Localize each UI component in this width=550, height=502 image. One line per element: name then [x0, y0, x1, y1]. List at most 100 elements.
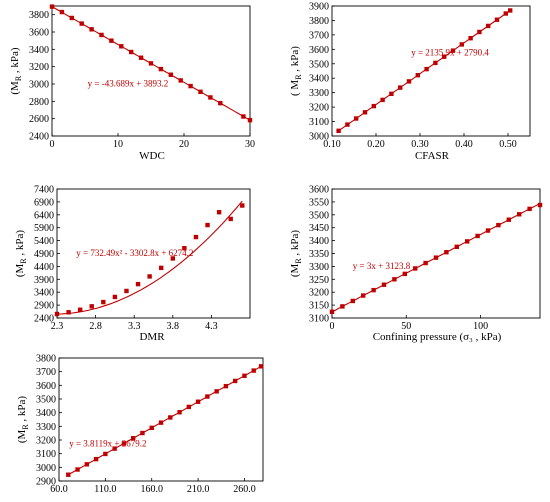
y-tick-label: 3700	[309, 30, 329, 41]
y-tick-label: 3100	[309, 117, 329, 128]
data-point	[149, 425, 154, 431]
x-tick-label: 210.0	[187, 484, 210, 495]
chart-panel-2: 3000 3100 3200 3300 3400 3500 3600 3700 3800 3900…	[289, 2, 531, 162]
data-point	[468, 36, 473, 41]
y-tick-label: 3250	[309, 275, 329, 286]
y-tick-label: 4400	[34, 262, 54, 273]
y-tick-label: 3000	[36, 463, 56, 474]
y-axis-label-text: , kPa)	[289, 230, 301, 259]
data-point	[188, 83, 193, 89]
y-axis-label-subscript: R	[14, 75, 23, 81]
y-tick-label: 6400	[34, 210, 54, 221]
trendline-equation: y = -43.689x + 3893.2	[88, 79, 169, 89]
data-point	[406, 79, 412, 84]
chart-panel-5: 2900 3000 3100 3200 3300 3400 3500 3600 3700 3800…	[16, 354, 264, 495]
y-tick-label: 4900	[34, 249, 54, 260]
x-tick-label: 60.0	[50, 484, 68, 495]
x-tick-label: 0.30	[411, 139, 429, 150]
y-axis-label-text: , kPa)	[289, 46, 301, 75]
plot-frame	[331, 188, 541, 319]
y-tick-label: 3200	[29, 62, 49, 73]
y-axis-label-text: , kPa)	[16, 396, 28, 425]
y-tick-label: 3500	[36, 395, 56, 406]
data-point	[101, 299, 106, 305]
y-axis-label: (MR , kPa)	[16, 396, 30, 444]
y-tick-label: 2400	[29, 132, 49, 143]
data-point	[112, 446, 117, 451]
data-point	[527, 206, 532, 212]
data-point	[84, 462, 90, 467]
data-point	[485, 228, 491, 233]
data-point	[168, 415, 173, 420]
y-tick-label: 3450	[309, 223, 329, 234]
x-tick-label: 160.0	[140, 484, 163, 495]
y-tick-label: 3700	[36, 367, 56, 378]
data-point	[205, 222, 210, 228]
data-point	[54, 311, 60, 317]
x-tick-label: 0.20	[367, 139, 385, 150]
data-point	[251, 368, 256, 373]
x-tick-label: 0	[330, 321, 335, 332]
x-tick-label: 2.3	[51, 321, 64, 332]
y-tick-label: 3600	[36, 381, 56, 392]
data-point	[186, 404, 192, 410]
data-point	[371, 103, 376, 109]
data-point	[89, 304, 94, 309]
data-point	[389, 91, 394, 97]
data-point	[340, 304, 345, 309]
y-tick-label: 3100	[36, 449, 56, 460]
data-point	[195, 399, 201, 404]
y-axis-label-text: (M	[289, 263, 301, 277]
data-point	[79, 21, 84, 26]
x-tick-label: 0.40	[455, 139, 473, 150]
x-axis-label: WDC	[139, 150, 165, 162]
y-axis-label-subscript: R	[21, 424, 30, 430]
data-point	[413, 266, 418, 271]
data-point	[112, 294, 118, 300]
data-point	[103, 451, 108, 457]
data-point	[258, 364, 264, 369]
data-point	[228, 216, 233, 222]
x-tick-label: 10	[113, 139, 123, 150]
y-tick-label: 5900	[34, 223, 54, 234]
x-tick-label: 3.3	[128, 321, 141, 332]
data-point	[350, 298, 355, 304]
data-point	[69, 15, 74, 21]
data-point	[503, 11, 508, 16]
data-point	[182, 245, 187, 251]
x-axis-label: CFASR	[415, 150, 450, 162]
data-point	[329, 309, 335, 315]
data-point	[537, 202, 543, 208]
data-point	[66, 472, 71, 477]
y-axis-label-text: , kPa)	[14, 230, 26, 259]
data-point	[232, 378, 238, 384]
chart-panel-3: 2400 2900 3400 3900 4400 4900 5400 5900 6400 6900…	[14, 185, 251, 343]
data-point	[247, 117, 253, 123]
x-tick-label: 2.8	[89, 321, 102, 332]
data-point	[130, 436, 136, 441]
y-tick-label: 3000	[29, 80, 49, 91]
data-point	[494, 17, 500, 22]
data-point	[465, 239, 470, 244]
data-point	[477, 29, 482, 35]
x-tick-label: 0.10	[323, 139, 341, 150]
y-tick-label: 3500	[309, 59, 329, 70]
data-point	[345, 122, 350, 127]
x-tick-label: 0.50	[499, 139, 517, 150]
data-point	[354, 116, 359, 121]
x-tick-label: 20	[179, 139, 189, 150]
data-point	[381, 282, 387, 287]
data-point	[129, 49, 134, 55]
y-tick-label: 7400	[34, 185, 54, 196]
y-axis-label: (MR , kPa)	[14, 230, 28, 278]
data-point	[223, 383, 229, 389]
x-tick-label: 50	[401, 321, 411, 332]
data-point	[66, 310, 71, 315]
data-point	[424, 66, 429, 72]
y-axis-label-text: , kPa)	[9, 47, 21, 76]
x-axis-label: DMR	[139, 331, 165, 343]
data-point	[216, 210, 222, 215]
y-tick-label: 3800	[309, 16, 329, 27]
data-point	[506, 217, 511, 222]
